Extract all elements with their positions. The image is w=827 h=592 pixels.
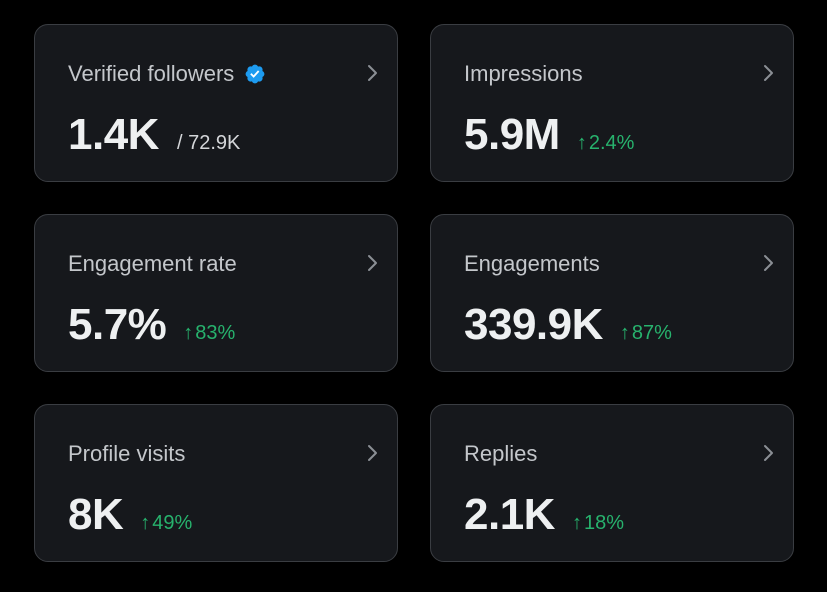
- metric-delta-value: 18%: [583, 512, 624, 534]
- metric-delta-value: 83%: [195, 322, 236, 344]
- metric-value: 8K: [68, 490, 124, 539]
- metric-delta: ↑ 83%: [183, 322, 235, 345]
- metric-row: 8K ↑ 49%: [68, 493, 192, 537]
- chevron-right-icon: [368, 255, 377, 271]
- metric-value: 339.9K: [464, 300, 603, 349]
- metric-row: 5.7% ↑ 83%: [68, 303, 235, 347]
- chevron-right-icon: [368, 65, 377, 81]
- card-label-text: Replies: [464, 441, 538, 466]
- card-label: Engagement rate: [68, 251, 237, 277]
- arrow-up-icon: ↑: [183, 322, 194, 344]
- arrow-up-icon: ↑: [619, 322, 630, 344]
- card-engagements[interactable]: Engagements 339.9K ↑ 87%: [430, 214, 794, 372]
- card-label: Replies: [464, 441, 537, 467]
- metric-value: 5.9M: [464, 110, 560, 159]
- verified-badge-icon: [245, 64, 265, 84]
- card-label-text: Engagements: [464, 251, 600, 276]
- card-label: Impressions: [464, 61, 583, 87]
- metric-delta: ↑ 49%: [140, 512, 192, 535]
- metric-delta: ↑ 87%: [620, 322, 672, 345]
- chevron-right-icon: [368, 445, 377, 461]
- chevron-right-icon: [764, 65, 773, 81]
- arrow-up-icon: ↑: [576, 132, 587, 154]
- metric-delta-value: 49%: [152, 512, 193, 534]
- metric-row: 1.4K / 72.9K: [68, 113, 240, 157]
- card-label: Profile visits: [68, 441, 185, 467]
- metric-row: 2.1K ↑ 18%: [464, 493, 624, 537]
- arrow-up-icon: ↑: [571, 512, 582, 534]
- metric-delta-value: 2.4%: [588, 132, 635, 154]
- card-label-text: Engagement rate: [68, 251, 237, 276]
- chevron-right-icon: [764, 255, 773, 271]
- card-verified-followers[interactable]: Verified followers 1.4K / 72.9K: [34, 24, 398, 182]
- metric-delta: ↑ 18%: [572, 512, 624, 535]
- metric-value: 1.4K: [68, 110, 159, 159]
- metric-row: 5.9M ↑ 2.4%: [464, 113, 634, 157]
- metric-delta: ↑ 2.4%: [577, 132, 635, 155]
- card-replies[interactable]: Replies 2.1K ↑ 18%: [430, 404, 794, 562]
- chevron-right-icon: [764, 445, 773, 461]
- card-label: Engagements: [464, 251, 600, 277]
- card-label-text: Profile visits: [68, 441, 186, 466]
- card-engagement-rate[interactable]: Engagement rate 5.7% ↑ 83%: [34, 214, 398, 372]
- metric-value: 5.7%: [68, 300, 167, 349]
- card-label-text: Impressions: [464, 61, 583, 86]
- card-profile-visits[interactable]: Profile visits 8K ↑ 49%: [34, 404, 398, 562]
- metric-value: 2.1K: [464, 490, 555, 539]
- metric-delta-value: 87%: [631, 322, 672, 344]
- arrow-up-icon: ↑: [140, 512, 151, 534]
- card-label: Verified followers: [68, 61, 266, 87]
- card-label-text: Verified followers: [68, 61, 235, 86]
- card-impressions[interactable]: Impressions 5.9M ↑ 2.4%: [430, 24, 794, 182]
- metric-total: / 72.9K: [176, 132, 241, 154]
- metric-row: 339.9K ↑ 87%: [464, 303, 672, 347]
